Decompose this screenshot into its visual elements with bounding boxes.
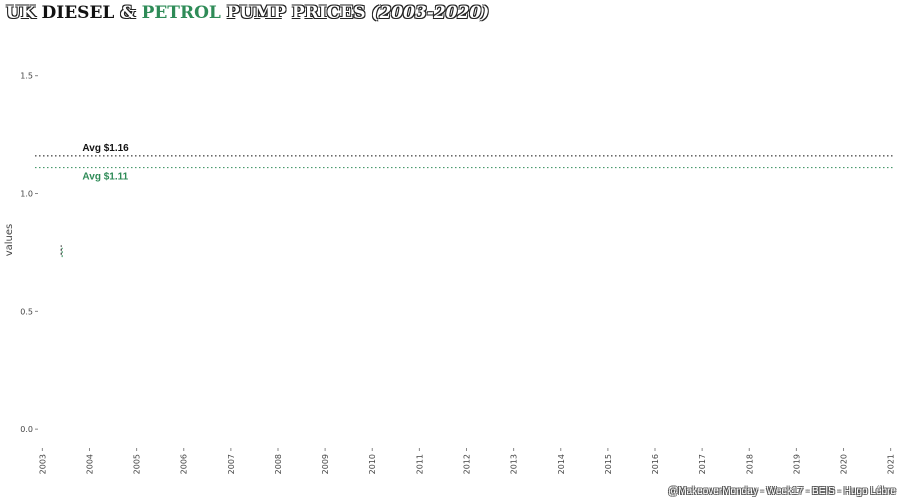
x-tick-label: 2018 — [745, 454, 754, 474]
x-tick-label: 2016 — [651, 454, 660, 474]
chart-title: UK DIESEL & PETROL PUMP PRICES (2003-202… — [6, 3, 886, 29]
title-suffix: PUMP PRICES — [220, 3, 372, 23]
average-lines: Avg $1.16 Avg $1.11 — [35, 143, 893, 183]
x-tick-label: 2009 — [321, 454, 330, 474]
x-tick-label: 2005 — [133, 454, 142, 474]
title-ampersand: & — [114, 3, 142, 23]
y-tick-label: 0.5 — [20, 307, 33, 316]
x-axis: 2003 2004 2005 2006 2007 2008 2009 2010 2011 2012… — [38, 448, 896, 474]
x-tick-label: 2019 — [792, 454, 801, 474]
x-tick-label: 2020 — [840, 454, 849, 474]
petrol-average-label: Avg $1.11 — [82, 172, 128, 183]
y-tick-label: 0.0 — [20, 425, 33, 434]
title-petrol: PETROL — [141, 3, 221, 23]
y-tick-label: 1.5 — [20, 72, 33, 81]
title-years: (2003-2020) — [371, 3, 490, 23]
diesel-average-label: Avg $1.16 — [82, 143, 129, 154]
y-tick-label: 1.0 — [20, 190, 33, 199]
x-tick-label: 2003 — [38, 454, 47, 474]
x-tick-label: 2008 — [274, 454, 283, 474]
x-tick-label: 2007 — [227, 454, 236, 474]
title-diesel: DIESEL — [41, 3, 115, 23]
x-tick-label: 2006 — [180, 454, 189, 474]
x-tick-label: 2017 — [698, 454, 707, 474]
x-tick-label: 2010 — [368, 454, 377, 474]
x-tick-label: 2015 — [604, 454, 613, 474]
x-tick-label: 2012 — [463, 454, 472, 474]
y-axis-label: values — [4, 224, 15, 257]
title-prefix: UK — [6, 3, 42, 23]
y-axis: 0.0 0.5 1.0 1.5 — [20, 72, 38, 434]
caption: @MakeoverMonday - Week17 - BEIS - Hugo L… — [668, 486, 896, 497]
x-tick-label: 2013 — [510, 454, 519, 474]
x-tick-label: 2004 — [85, 454, 94, 474]
series-group — [60, 245, 63, 258]
x-tick-label: 2014 — [557, 454, 566, 474]
x-tick-label: 2011 — [415, 454, 424, 474]
x-tick-label: 2021 — [887, 454, 896, 474]
